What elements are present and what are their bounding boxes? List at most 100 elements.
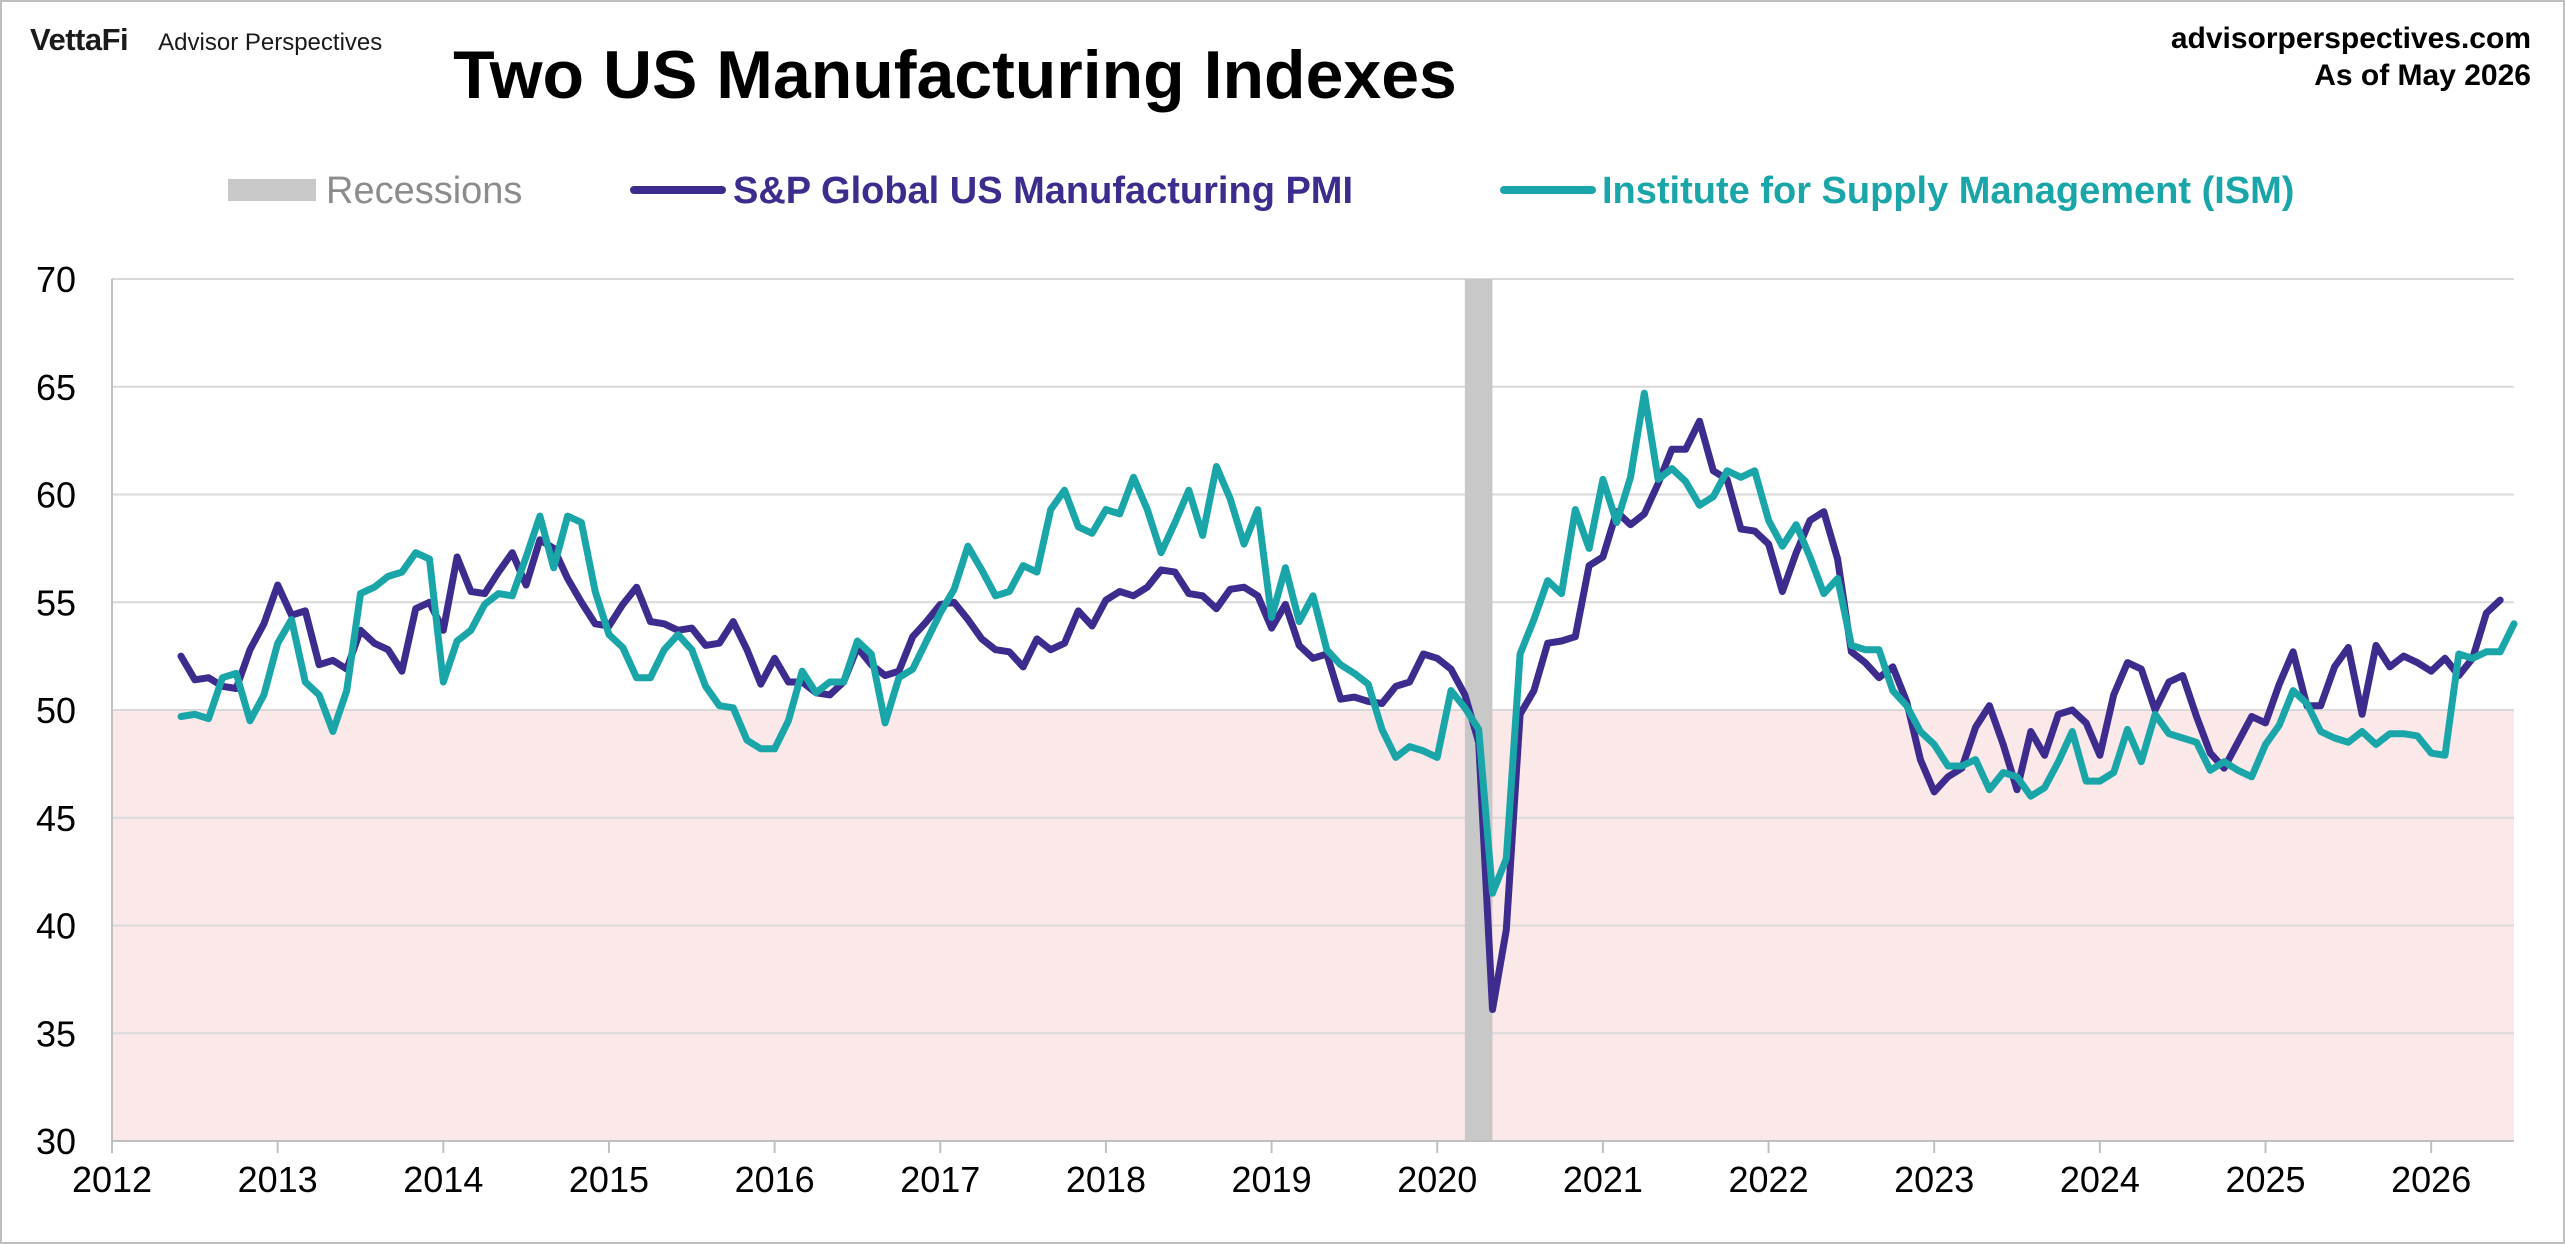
y-tick-label: 50 (36, 690, 76, 731)
data-point (1738, 526, 1744, 532)
data-point (1075, 524, 1081, 530)
data-point (371, 584, 377, 590)
data-point (1821, 509, 1827, 515)
data-point (2401, 653, 2407, 659)
data-point (2497, 597, 2503, 603)
data-point (2028, 729, 2034, 734)
data-point (2000, 770, 2006, 775)
data-point (744, 647, 750, 653)
data-point (551, 565, 557, 571)
data-point (2373, 742, 2379, 747)
data-point (592, 621, 598, 627)
data-point (1848, 649, 1854, 655)
data-point (2345, 739, 2351, 745)
data-point (1338, 696, 1344, 702)
data-point (1448, 666, 1454, 672)
data-point (1407, 679, 1413, 685)
data-point (2069, 707, 2075, 713)
data-point (1172, 569, 1178, 575)
data-point (1393, 683, 1399, 689)
data-point (206, 675, 212, 681)
data-point (1089, 623, 1095, 629)
data-point (1917, 757, 1923, 763)
y-tick-label: 60 (36, 475, 76, 516)
data-point (2428, 750, 2434, 756)
y-tick-label: 35 (36, 1013, 76, 1054)
as-of-date: As of May 2026 (2314, 59, 2531, 92)
data-point (2028, 793, 2034, 799)
data-point (2414, 733, 2420, 739)
legend-label-spglobal: S&P Global US Manufacturing PMI (733, 170, 1353, 212)
legend-swatch-recessions (228, 179, 316, 201)
data-point (1807, 554, 1813, 560)
data-point (1310, 593, 1316, 599)
legend-label-ism: Institute for Supply Management (ISM) (1602, 170, 2294, 212)
data-point (1296, 642, 1302, 648)
data-point (1862, 647, 1868, 653)
data-point (827, 679, 833, 685)
data-point (2014, 787, 2020, 793)
data-point (1186, 591, 1192, 597)
data-point (1117, 589, 1123, 594)
data-point (1531, 617, 1537, 622)
data-point (2290, 649, 2296, 655)
data-point (1890, 664, 1896, 670)
data-point (468, 627, 474, 633)
data-point (1793, 550, 1799, 556)
data-point (2249, 774, 2255, 780)
data-point (1144, 584, 1150, 590)
data-point (1959, 763, 1965, 769)
brand-primary: VettaFi (30, 22, 129, 57)
data-point (620, 601, 626, 607)
data-point (358, 627, 363, 633)
data-point (1269, 614, 1275, 620)
data-point (2180, 673, 2186, 678)
data-point (2318, 703, 2324, 709)
data-point (1006, 649, 1012, 655)
data-point (482, 601, 488, 607)
data-point (1559, 638, 1564, 644)
data-point (2152, 711, 2158, 717)
data-point (2097, 778, 2103, 784)
data-point (385, 647, 391, 653)
data-point (1213, 464, 1219, 469)
data-point (440, 679, 446, 685)
data-point (261, 692, 267, 698)
data-point (2470, 655, 2476, 661)
data-point (2428, 668, 2434, 674)
data-point (2125, 660, 2130, 666)
data-point (371, 640, 377, 646)
data-point (2387, 664, 2393, 670)
data-point (1338, 662, 1344, 668)
data-point (924, 638, 929, 644)
data-point (1600, 554, 1606, 560)
data-point (1973, 724, 1979, 730)
data-point (758, 681, 764, 687)
data-point (1131, 474, 1136, 480)
data-point (1931, 742, 1937, 747)
data-point (2207, 750, 2213, 756)
data-point (647, 619, 653, 625)
data-point (1904, 703, 1910, 709)
data-point (827, 692, 833, 698)
data-point (1628, 522, 1633, 528)
data-point (1503, 856, 1509, 862)
data-point (1973, 757, 1979, 763)
data-point (275, 582, 281, 588)
data-point (2442, 752, 2448, 758)
data-point (537, 513, 543, 519)
data-point (192, 677, 198, 683)
data-point (716, 640, 722, 646)
data-point (1310, 655, 1316, 661)
data-point (1075, 608, 1081, 614)
data-point (1434, 754, 1440, 760)
data-point (2263, 720, 2268, 726)
data-point (1683, 479, 1689, 485)
data-point (1089, 530, 1095, 536)
data-point (2401, 731, 2407, 737)
source-url: advisorperspectives.com (2170, 22, 2531, 55)
data-point (302, 679, 308, 685)
data-point (1365, 681, 1371, 687)
data-point (1917, 729, 1923, 734)
data-point (2000, 742, 2006, 747)
